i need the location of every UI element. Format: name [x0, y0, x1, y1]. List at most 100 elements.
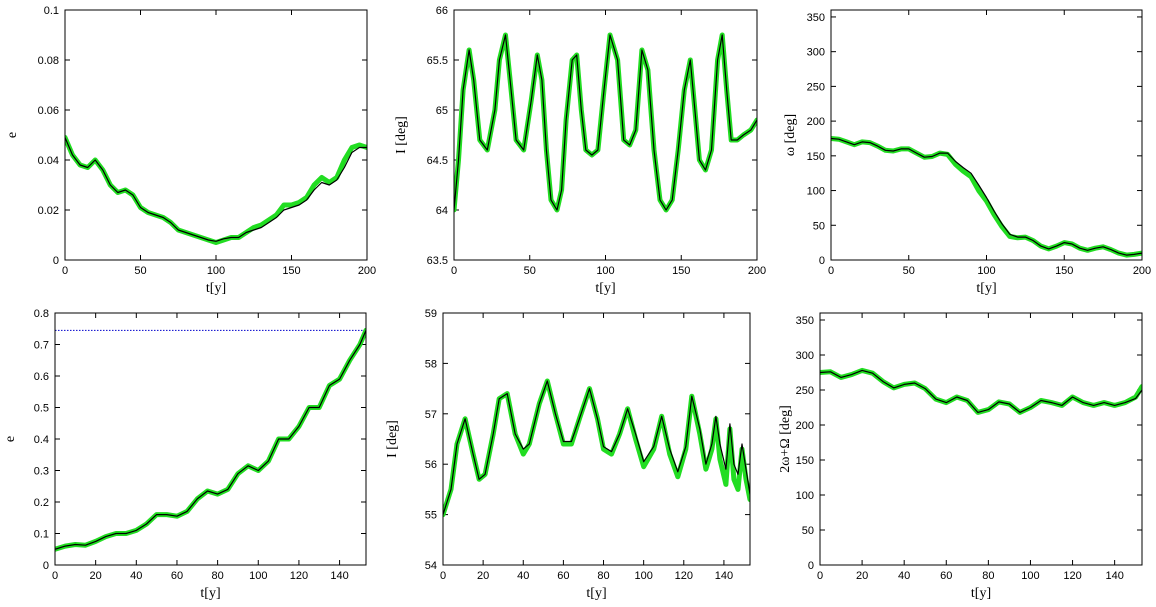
- x-tick-label: 100: [977, 265, 995, 277]
- series-line-black: [820, 369, 1142, 413]
- x-tick-label: 60: [940, 570, 952, 582]
- y-tick-label: 100: [807, 186, 825, 198]
- x-tick-label: 0: [440, 570, 446, 582]
- y-axis-label: I [deg]: [394, 116, 409, 154]
- x-tick-label: 140: [330, 570, 348, 582]
- y-tick-label: 250: [796, 385, 814, 397]
- x-tick-label: 40: [517, 570, 529, 582]
- y-tick-label: 300: [807, 47, 825, 59]
- x-tick-label: 50: [524, 265, 536, 277]
- y-tick-label: 200: [807, 116, 825, 128]
- series-line-green: [65, 135, 367, 245]
- x-tick-label: 100: [249, 570, 267, 582]
- x-tick-label: 200: [1133, 265, 1151, 277]
- plot-frame: [54, 312, 367, 566]
- y-tick-label: 150: [807, 151, 825, 163]
- x-tick-label: 100: [207, 265, 225, 277]
- x-tick-label: 140: [1105, 570, 1123, 582]
- chart-panel-6: 0 20 40 60 80 100 120 140 0 50 100 150 200 250 300 350 t…: [778, 312, 1143, 601]
- plot-frame: [819, 312, 1143, 566]
- series-line-black: [443, 380, 750, 516]
- y-tick-label: 64.5: [427, 155, 448, 167]
- series-line-green: [443, 378, 750, 518]
- chart-panel-1: 0 50 100 150 200 0 0.02 0.04 0.06 0.08 0.1 t[y] e: [5, 5, 376, 296]
- series-line-black: [831, 137, 1142, 256]
- y-tick-label: 0.3: [34, 466, 49, 478]
- x-tick-label: 200: [358, 265, 376, 277]
- x-tick-label: 80: [211, 570, 223, 582]
- x-tick-label: 80: [597, 570, 609, 582]
- y-axis-label: e: [5, 132, 20, 138]
- series-line-black: [454, 34, 757, 211]
- y-axis-label: 2ω+Ω [deg]: [778, 405, 793, 473]
- y-tick-label: 0.7: [34, 340, 49, 352]
- x-tick-label: 120: [675, 570, 693, 582]
- y-tick-label: 0.5: [34, 403, 49, 415]
- x-tick-label: 0: [52, 570, 58, 582]
- x-tick-label: 0: [62, 265, 68, 277]
- y-tick-label: 0: [808, 560, 814, 572]
- series-line-black: [65, 136, 367, 242]
- y-axis-label: ω [deg]: [783, 114, 798, 156]
- x-tick-label: 20: [90, 570, 102, 582]
- y-tick-label: 0.2: [34, 497, 49, 509]
- series-line-green: [820, 367, 1142, 415]
- y-tick-label: 0: [819, 255, 825, 267]
- y-tick-label: 54: [425, 560, 437, 572]
- chart-panel-5: 0 20 40 60 80 100 120 140 54 55 56 57 58 59 t[y] I [deg…: [385, 308, 751, 601]
- series-line-green: [55, 327, 366, 552]
- y-tick-label: 250: [807, 81, 825, 93]
- y-tick-label: 0.1: [34, 529, 49, 541]
- x-tick-label: 120: [1063, 570, 1081, 582]
- y-tick-label: 350: [796, 315, 814, 327]
- y-tick-label: 0.06: [38, 105, 59, 117]
- y-tick-label: 350: [807, 12, 825, 24]
- y-tick-label: 64: [436, 205, 448, 217]
- x-tick-label: 20: [477, 570, 489, 582]
- y-tick-label: 0: [43, 560, 49, 572]
- y-tick-label: 100: [796, 490, 814, 502]
- x-tick-label: 140: [715, 570, 733, 582]
- x-tick-label: 60: [171, 570, 183, 582]
- y-tick-label: 66: [436, 5, 448, 17]
- y-tick-label: 0.4: [34, 434, 49, 446]
- y-tick-label: 300: [796, 350, 814, 362]
- chart-panel-3: 0 50 100 150 200 0 50 100 150 200 250 300 350 t[y] ω […: [783, 9, 1151, 296]
- x-tick-label: 80: [982, 570, 994, 582]
- y-tick-label: 58: [425, 358, 437, 370]
- y-tick-label: 150: [796, 455, 814, 467]
- y-axis-label: I [deg]: [385, 420, 400, 458]
- x-tick-label: 40: [130, 570, 142, 582]
- y-tick-label: 200: [796, 420, 814, 432]
- chart-panel-2: 0 50 100 150 200 63.5 64 64.5 65 65.5 66 t[y] I [deg…: [394, 5, 766, 296]
- y-tick-label: 63.5: [427, 255, 448, 267]
- x-tick-label: 0: [828, 265, 834, 277]
- x-axis-label: t[y]: [586, 586, 606, 601]
- x-tick-label: 150: [282, 265, 300, 277]
- plot-frame: [453, 9, 758, 261]
- y-tick-label: 65.5: [427, 55, 448, 67]
- x-tick-label: 40: [898, 570, 910, 582]
- y-tick-label: 57: [425, 409, 437, 421]
- y-tick-label: 50: [813, 220, 825, 232]
- plot-frame: [830, 9, 1143, 261]
- x-tick-label: 150: [672, 265, 690, 277]
- y-axis-label: e: [3, 436, 18, 442]
- y-tick-label: 0: [53, 255, 59, 267]
- y-tick-label: 0.8: [34, 308, 49, 320]
- y-tick-label: 59: [425, 308, 437, 320]
- x-axis-label: t[y]: [971, 586, 991, 601]
- y-tick-label: 55: [425, 510, 437, 522]
- x-tick-label: 120: [290, 570, 308, 582]
- x-tick-label: 100: [596, 265, 614, 277]
- y-tick-label: 0.08: [38, 55, 59, 67]
- x-axis-label: t[y]: [595, 281, 615, 296]
- y-tick-label: 0.6: [34, 371, 49, 383]
- y-tick-label: 56: [425, 459, 437, 471]
- x-tick-label: 20: [856, 570, 868, 582]
- series-line-black: [55, 329, 366, 550]
- y-tick-label: 0.1: [44, 5, 59, 17]
- x-tick-label: 200: [748, 265, 766, 277]
- x-tick-label: 100: [1021, 570, 1039, 582]
